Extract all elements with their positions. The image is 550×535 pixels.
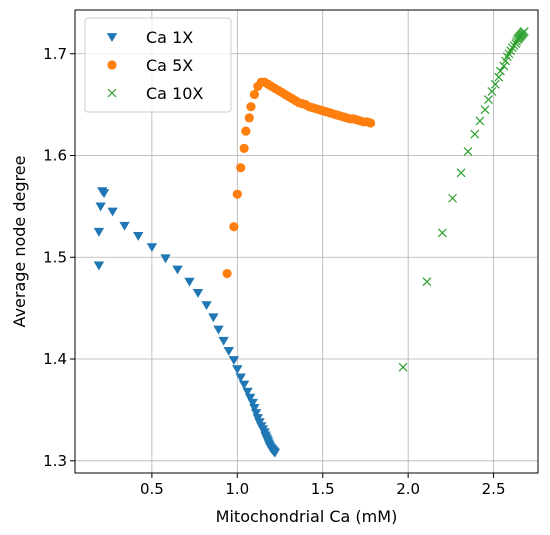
data-point [238, 380, 250, 390]
legend-marker-x [107, 88, 117, 98]
y-tick-label: 1.5 [43, 248, 67, 266]
data-point [93, 227, 105, 237]
y-tick-label: 1.3 [43, 452, 67, 470]
x-tick-label: 2.5 [482, 480, 506, 498]
data-point [249, 89, 259, 100]
data-point [229, 222, 239, 232]
data-point [494, 72, 504, 82]
data-point [365, 118, 376, 128]
data-point [236, 163, 246, 173]
series-ca-1x [93, 187, 281, 458]
data-point [133, 232, 144, 241]
data-point [470, 129, 480, 139]
data-point [93, 261, 105, 271]
x-tick-label: 2.0 [396, 480, 420, 498]
data-point [249, 403, 260, 413]
data-point [192, 288, 204, 298]
data-points [93, 26, 529, 458]
data-point [208, 313, 219, 323]
data-point [232, 365, 243, 375]
data-point [107, 207, 118, 217]
data-point [160, 254, 171, 264]
data-point [242, 387, 253, 397]
data-point [484, 95, 493, 104]
data-point [490, 79, 500, 89]
y-axis-title: Average node degree [10, 156, 29, 328]
data-point [201, 301, 212, 311]
data-point [480, 105, 490, 115]
data-point [222, 268, 232, 279]
data-point [184, 277, 195, 287]
data-point [98, 189, 110, 199]
data-point [228, 356, 240, 365]
data-point [146, 243, 158, 253]
data-point [487, 86, 497, 96]
x-tick-label: 1.0 [225, 480, 249, 498]
data-point [246, 102, 256, 112]
data-point [422, 277, 432, 287]
data-point [463, 147, 473, 156]
legend-box [84, 17, 232, 113]
data-point [269, 448, 281, 458]
x-tick-label: 1.5 [311, 480, 335, 498]
data-point [398, 362, 408, 372]
series-ca-5x [222, 77, 376, 279]
series-ca-10x [398, 26, 529, 372]
data-point [519, 26, 529, 36]
legend-marker-triangle-down [106, 33, 118, 42]
x-axis-title: Mitochondrial Ca (mM) [216, 507, 398, 526]
y-tick-label: 1.4 [43, 350, 67, 368]
data-point [239, 143, 249, 153]
grid-lines [75, 10, 538, 473]
x-tick-label: 0.5 [140, 480, 164, 498]
data-point [213, 325, 224, 335]
data-point [250, 409, 262, 418]
data-point [499, 61, 509, 71]
data-point [448, 193, 458, 203]
legend-label: Ca 10X [146, 84, 203, 103]
data-point [244, 113, 254, 123]
legend-label: Ca 1X [146, 28, 193, 47]
legend-label: Ca 5X [146, 56, 193, 75]
data-point [119, 221, 130, 231]
data-point [456, 168, 466, 178]
data-point [247, 398, 258, 408]
data-point [241, 126, 251, 136]
axis-ticks: 0.5 1.0 1.5 2.0 2.5 1.3 1.4 1.5 1.6 1.7 [43, 45, 505, 498]
data-point [495, 66, 505, 76]
plot-frame [74, 9, 539, 474]
legend-marker-circle [107, 60, 117, 70]
data-point [475, 116, 485, 126]
data-point [437, 228, 447, 238]
data-point [244, 393, 256, 403]
legend: Ca 1X Ca 5X Ca 10X [84, 17, 232, 113]
data-point [232, 189, 242, 199]
data-point [172, 265, 183, 275]
data-point [223, 346, 234, 356]
y-tick-label: 1.7 [43, 45, 67, 63]
data-point [95, 202, 106, 212]
data-point [235, 373, 246, 383]
y-tick-label: 1.6 [43, 147, 67, 165]
data-point [218, 336, 229, 346]
